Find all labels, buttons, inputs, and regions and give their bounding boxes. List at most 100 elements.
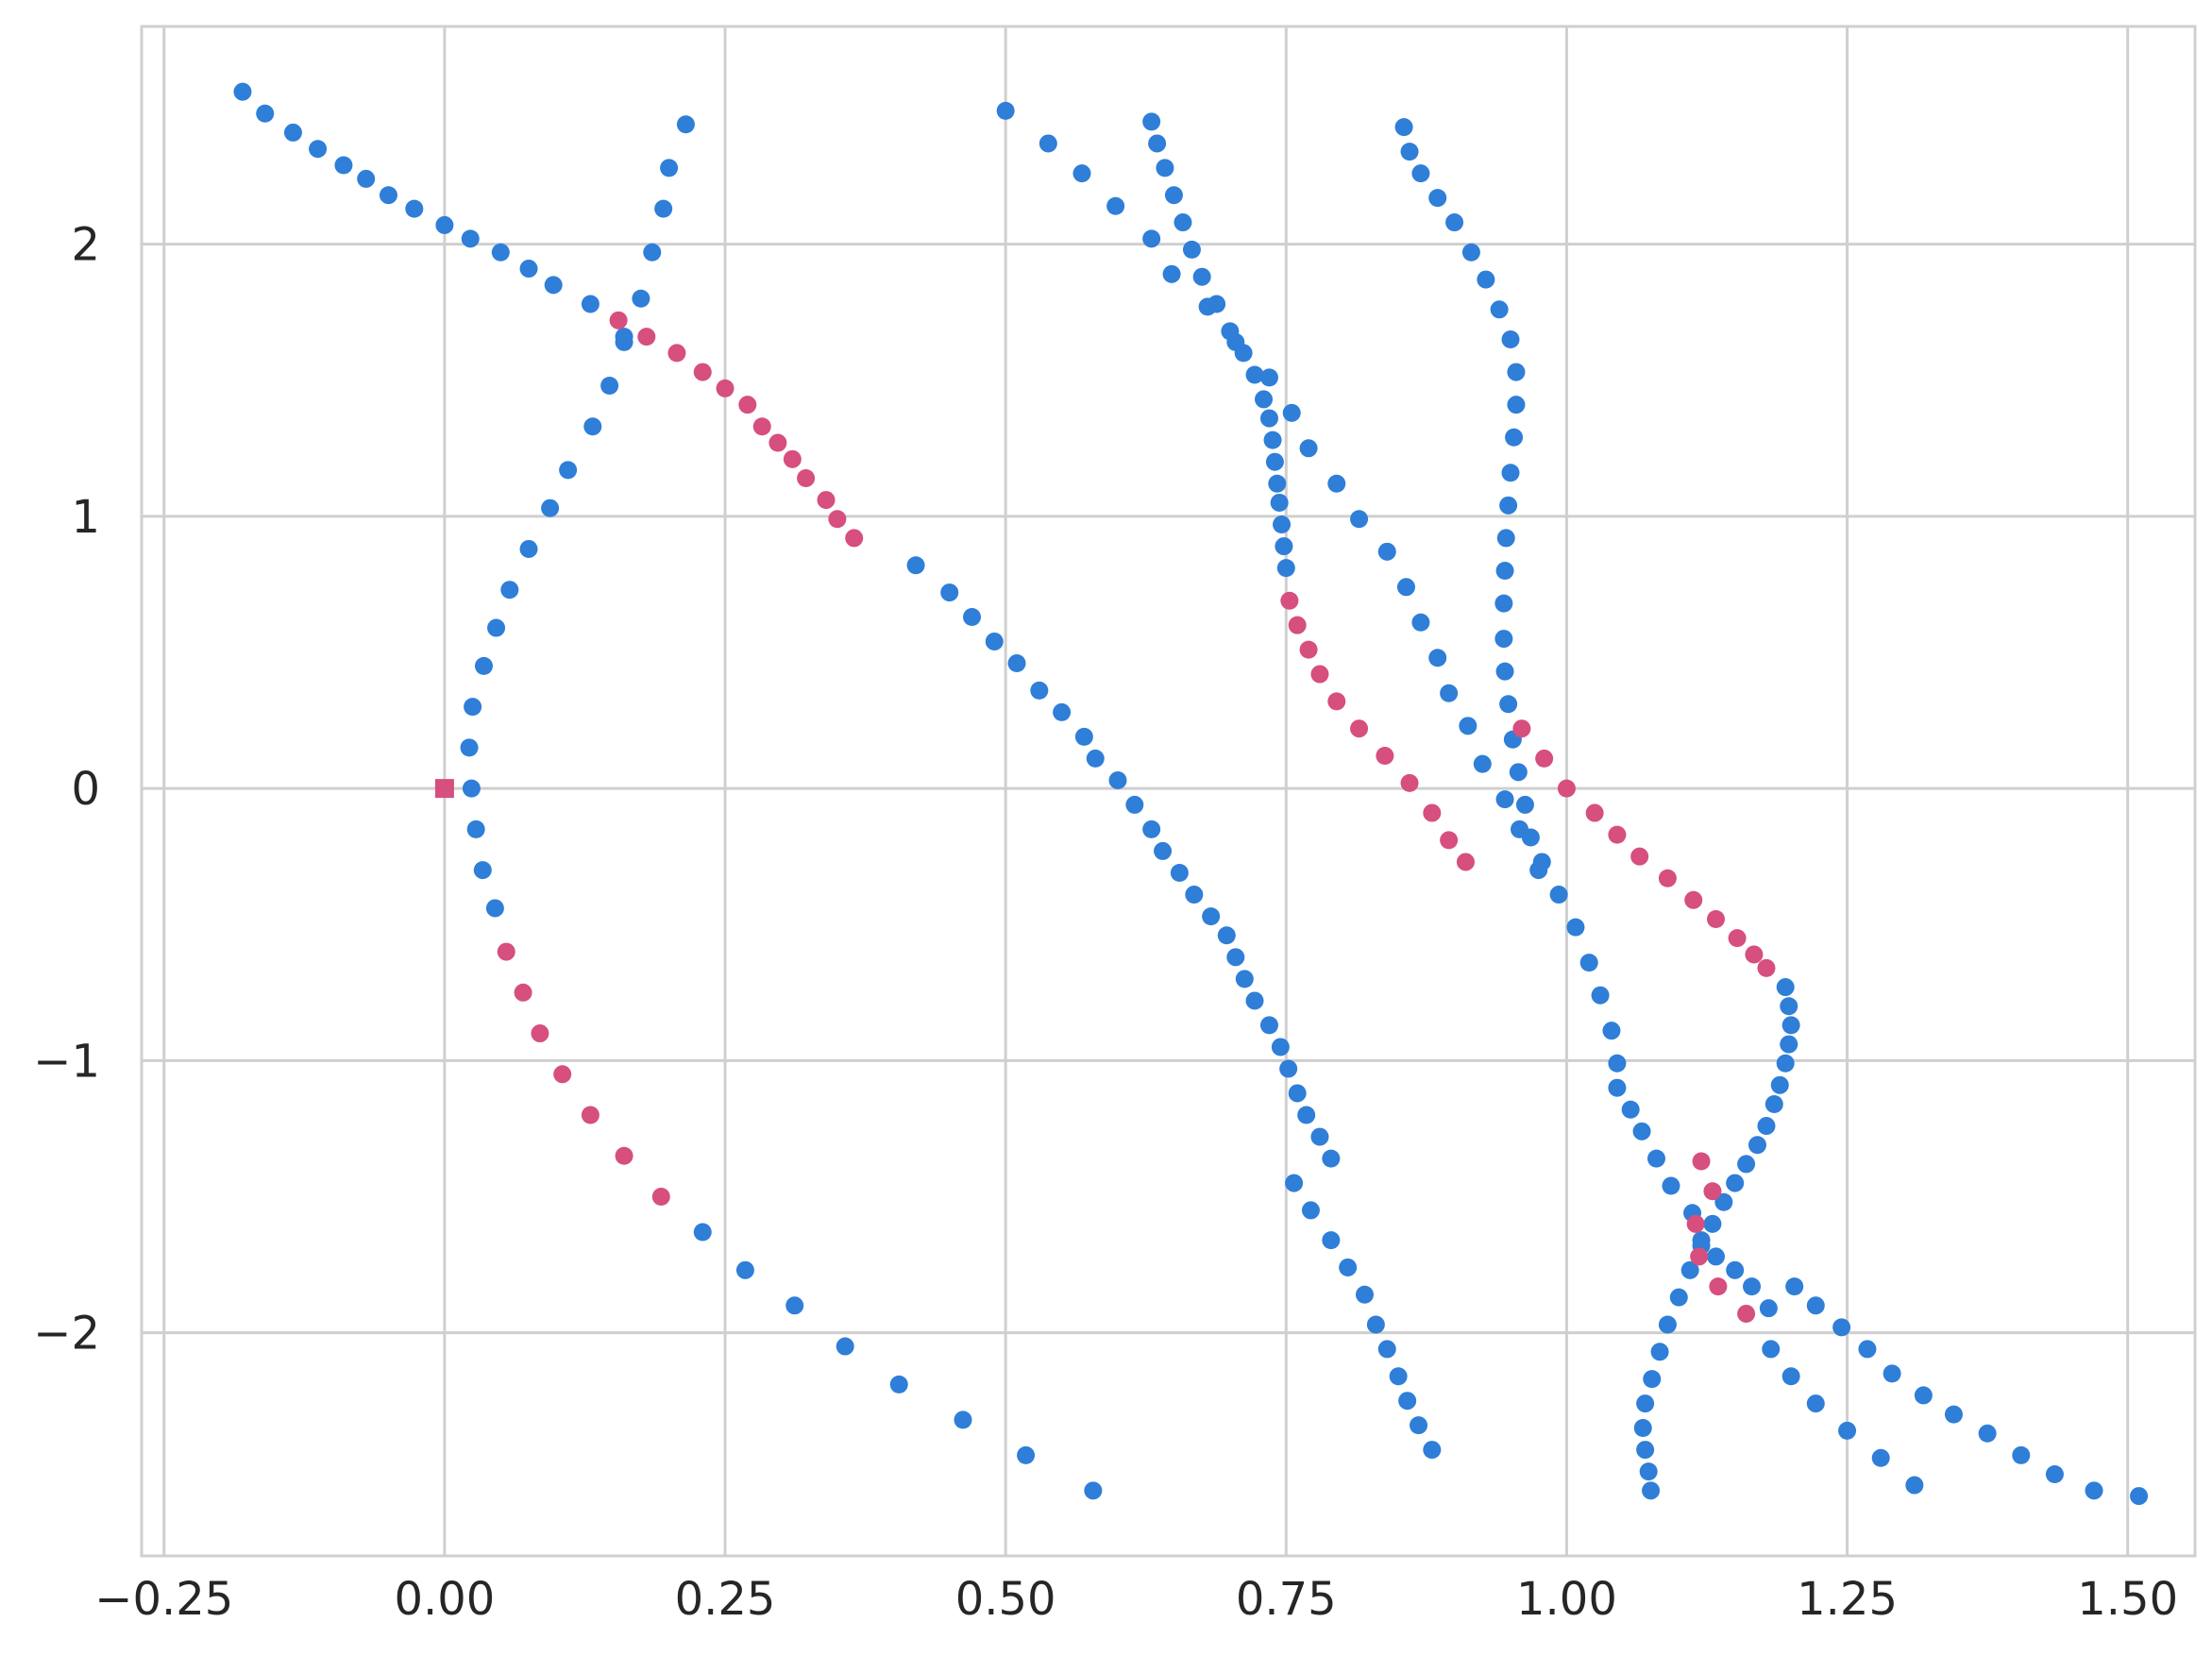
data-point: [1703, 1182, 1722, 1201]
data-point: [1221, 322, 1240, 341]
data-point: [1263, 431, 1282, 449]
data-point: [1389, 1367, 1408, 1386]
data-point: [1174, 213, 1192, 232]
data-point: [2085, 1481, 2103, 1500]
data-point: [581, 295, 599, 313]
data-point: [1207, 295, 1226, 313]
data-point: [1423, 803, 1442, 822]
x-tick-label: 0.75: [1236, 1573, 1337, 1626]
data-point: [1456, 853, 1475, 871]
data-point: [1182, 240, 1201, 259]
data-point: [514, 983, 532, 1002]
data-point: [1400, 143, 1419, 161]
plot-frame: [140, 25, 2197, 1558]
data-point: [1535, 749, 1554, 768]
data-point: [1549, 886, 1568, 904]
data-point: [1494, 594, 1513, 613]
data-point: [462, 779, 481, 798]
data-point: [1162, 264, 1181, 283]
data-point: [1282, 403, 1301, 422]
data-point: [1299, 439, 1318, 458]
data-point: [1501, 464, 1520, 482]
data-point: [460, 738, 479, 757]
data-point: [1265, 452, 1284, 471]
data-point: [435, 215, 454, 234]
data-point: [1785, 1277, 1804, 1296]
data-point: [1632, 1122, 1651, 1141]
data-point: [785, 1296, 804, 1315]
x-tick-label: 1.25: [1797, 1573, 1898, 1626]
data-point: [1440, 831, 1459, 850]
data-point: [783, 449, 802, 468]
data-point: [519, 260, 538, 279]
data-point: [954, 1411, 972, 1429]
data-point: [1686, 1214, 1705, 1233]
data-point: [334, 156, 353, 175]
data-point: [544, 276, 563, 295]
data-point: [1633, 1419, 1652, 1438]
y-tick-label: 2: [71, 219, 100, 272]
data-point: [660, 159, 679, 177]
data-point: [1445, 213, 1464, 232]
data-point: [1007, 654, 1026, 673]
data-point: [632, 289, 650, 308]
data-point: [615, 332, 633, 351]
data-point: [1276, 559, 1295, 578]
data-point: [553, 1065, 572, 1084]
data-point: [1154, 841, 1173, 860]
data-point: [256, 104, 275, 123]
data-point: [1185, 886, 1204, 904]
data-point: [1757, 958, 1776, 977]
data-point: [1301, 1201, 1320, 1220]
data-point: [1762, 1340, 1781, 1359]
data-point: [1692, 1152, 1711, 1171]
data-point: [1327, 692, 1346, 711]
data-point: [1202, 907, 1221, 926]
data-point: [1726, 1260, 1745, 1279]
data-point: [1529, 861, 1548, 880]
data-point: [1776, 1054, 1795, 1073]
data-point: [1630, 847, 1649, 866]
data-point: [1170, 863, 1189, 882]
data-point: [1148, 134, 1167, 153]
data-point: [1255, 390, 1274, 409]
data-point: [615, 1146, 633, 1165]
data-point: [485, 899, 504, 918]
data-point: [1643, 1370, 1662, 1389]
data-point: [1288, 1084, 1307, 1103]
data-point: [817, 491, 836, 510]
x-tick-label: 0.00: [394, 1573, 495, 1626]
data-point: [1490, 300, 1509, 319]
data-point: [491, 243, 510, 262]
data-point: [996, 101, 1015, 120]
data-point: [1310, 665, 1329, 684]
data-point: [889, 1375, 908, 1394]
data-point: [1709, 1277, 1728, 1296]
data-point: [1377, 1340, 1396, 1359]
data-point: [1748, 1136, 1766, 1155]
data-point: [1411, 164, 1430, 183]
data-point: [2012, 1445, 2031, 1464]
data-point: [1680, 1260, 1699, 1279]
data-point: [1781, 1016, 1800, 1035]
data-point: [1279, 1059, 1298, 1078]
data-point: [1398, 1392, 1417, 1411]
data-point: [1496, 529, 1515, 548]
data-point: [475, 656, 493, 675]
data-series: [233, 82, 2149, 1506]
x-tick-label: 1.50: [2077, 1573, 2178, 1626]
data-point: [600, 376, 619, 395]
data-point: [1759, 1299, 1778, 1318]
data-point: [1505, 428, 1524, 447]
data-point-square: [434, 779, 454, 799]
data-point: [1268, 474, 1287, 493]
data-point: [1978, 1424, 1997, 1443]
data-point: [1310, 1127, 1329, 1146]
data-point: [1914, 1386, 1933, 1405]
data-point: [845, 529, 864, 548]
data-point: [541, 498, 560, 517]
data-point: [309, 140, 328, 159]
data-point: [1608, 1054, 1627, 1073]
data-point: [1509, 763, 1528, 782]
data-point: [1234, 344, 1253, 363]
